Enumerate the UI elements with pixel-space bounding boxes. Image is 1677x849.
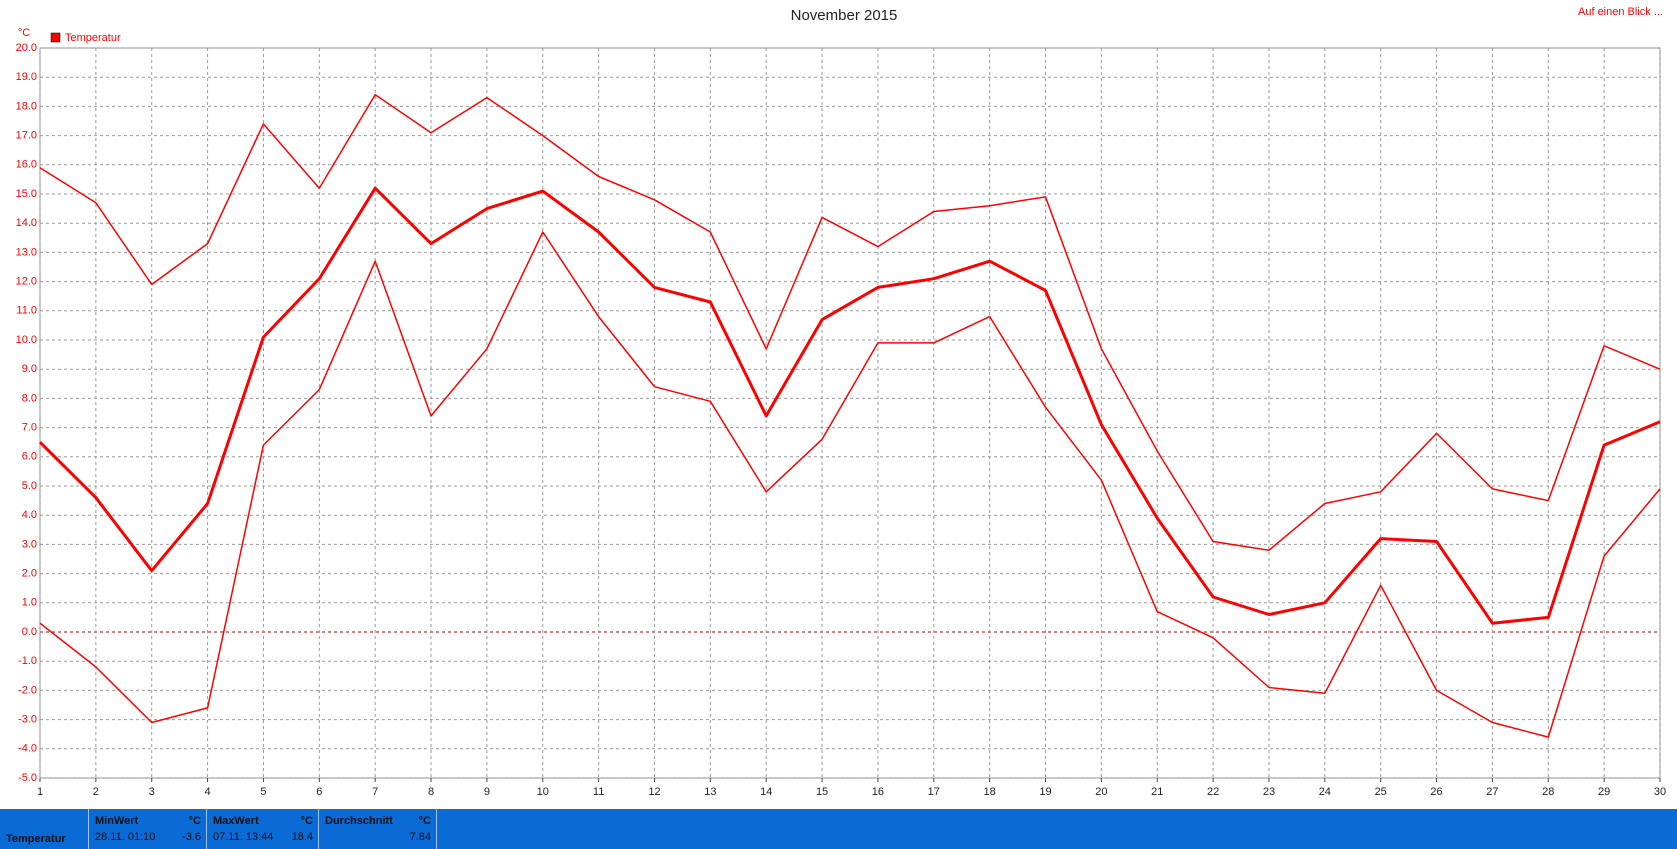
info-unit: °C	[188, 815, 201, 827]
series-line	[39, 231, 1661, 738]
x-tick-label: 16	[872, 786, 884, 798]
info-time: 07.11. 13:44	[213, 831, 274, 843]
x-tick-label: 8	[428, 786, 434, 798]
info-title: MinWert	[95, 815, 139, 827]
chart: November 2015 Auf einen Blick ... °C Tem…	[16, 6, 1667, 798]
x-tick-label: 11	[593, 786, 604, 798]
y-tick-label: 9.0	[22, 363, 37, 375]
y-tick-label: 3.0	[22, 538, 37, 550]
x-tick-label: 28	[1542, 786, 1554, 798]
x-tick-label: 9	[484, 786, 490, 798]
x-tick-label: 10	[537, 786, 549, 798]
info-value: 18.4	[291, 831, 313, 843]
x-tick-label: 24	[1319, 786, 1331, 798]
x-tick-label: 7	[372, 786, 378, 798]
info-unit: °C	[418, 815, 431, 827]
info-unit: °C	[300, 815, 313, 827]
info-label: Temperatur	[6, 833, 66, 845]
x-tick-label: 20	[1095, 786, 1107, 798]
info-title: MaxWert	[213, 815, 259, 827]
chart-title: November 2015	[791, 7, 898, 24]
plot-area	[39, 47, 1661, 779]
x-tick-label: 21	[1151, 786, 1163, 798]
x-tick-label: 2	[93, 786, 99, 798]
x-tick-label: 29	[1598, 786, 1610, 798]
y-tick-label: 18.0	[16, 100, 37, 112]
x-tick-label: 19	[1039, 786, 1051, 798]
info-cell: MinWert °C 28.11. 01:10 -3.6	[88, 809, 206, 849]
x-tick-label: 6	[316, 786, 322, 798]
y-tick-label: 13.0	[16, 246, 37, 258]
info-cell: Durchschnitt °C 7.84	[318, 809, 436, 849]
y-tick-label: 14.0	[16, 217, 37, 229]
x-tick-label: 3	[149, 786, 155, 798]
x-tick-label: 23	[1263, 786, 1275, 798]
info-time: 28.11. 01:10	[95, 831, 156, 843]
info-value: -3.6	[182, 831, 201, 843]
y-tick-label: 10.0	[16, 334, 37, 346]
x-tick-label: 25	[1375, 786, 1387, 798]
y-tick-label: 17.0	[16, 130, 37, 142]
x-tick-label: 15	[816, 786, 828, 798]
x-tick-label: 5	[260, 786, 266, 798]
y-tick-label: 12.0	[16, 276, 37, 288]
x-tick-label: 12	[648, 786, 660, 798]
info-bar: Temperatur MinWert °C 28.11. 01:10 -3.6 MaxW…	[0, 809, 1677, 849]
y-tick-label: 15.0	[16, 188, 37, 200]
y-tick-label: -2.0	[18, 684, 37, 696]
y-tick-label: 6.0	[22, 451, 37, 463]
y-tick-label: 19.0	[16, 71, 37, 83]
y-tick-label: -3.0	[18, 714, 37, 726]
x-tick-label: 4	[205, 786, 211, 798]
x-tick-label: 27	[1486, 786, 1498, 798]
series-line	[38, 186, 1661, 625]
x-tick-label: 18	[984, 786, 996, 798]
y-tick-label: 16.0	[16, 159, 37, 171]
y-tick-label: 7.0	[22, 422, 37, 434]
series-line	[39, 93, 1661, 551]
y-tick-label: 1.0	[22, 597, 37, 609]
x-tick-label: 1	[37, 786, 43, 798]
y-tick-label: 20.0	[16, 42, 37, 54]
x-tick-label: 30	[1654, 786, 1666, 798]
x-tick-label: 13	[704, 786, 716, 798]
x-tick-label: 14	[760, 786, 772, 798]
legend-label: Temperatur	[65, 32, 121, 44]
y-tick-label: 4.0	[22, 509, 37, 521]
x-tick-label: 22	[1207, 786, 1219, 798]
y-tick-label: 11.0	[16, 305, 37, 317]
y-tick-label: 2.0	[22, 568, 37, 580]
info-label-cell: Temperatur	[0, 809, 88, 849]
y-tick-label: 8.0	[22, 392, 37, 404]
y-tick-label: 0.0	[22, 626, 37, 638]
info-cell-end	[436, 809, 437, 849]
info-value: 7.84	[409, 831, 431, 843]
y-tick-label: -5.0	[18, 772, 37, 784]
y-tick-label: 5.0	[22, 480, 37, 492]
legend-swatch	[50, 32, 61, 43]
info-cell: MaxWert °C 07.11. 13:44 18.4	[206, 809, 318, 849]
overview-link[interactable]: Auf einen Blick ...	[1578, 6, 1663, 18]
info-title: Durchschnitt	[325, 815, 393, 827]
x-tick-label: 17	[928, 786, 940, 798]
y-tick-label: -4.0	[18, 743, 37, 755]
y-tick-label: -1.0	[18, 655, 37, 667]
y-unit: °C	[18, 27, 30, 39]
x-tick-label: 26	[1430, 786, 1442, 798]
